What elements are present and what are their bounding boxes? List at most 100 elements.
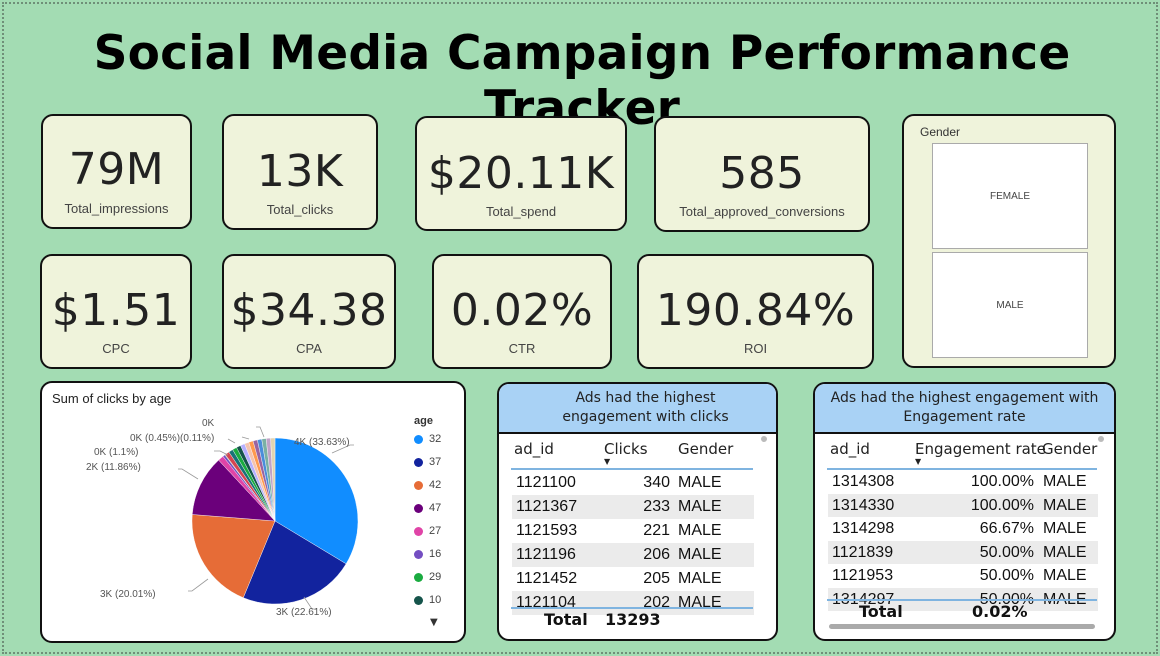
kpi-cpc[interactable]: $1.51 CPC <box>40 254 192 369</box>
cell-gender: MALE <box>678 594 722 611</box>
kpi-value: $1.51 <box>51 285 181 336</box>
sort-desc-icon[interactable]: ▼ <box>915 457 922 466</box>
cell-engagement-rate: 66.67% <box>979 520 1034 537</box>
cell-clicks: 221 <box>643 522 670 539</box>
slicer-option-male[interactable]: MALE <box>932 252 1088 358</box>
legend-swatch <box>414 434 423 444</box>
column-header-ad-id[interactable]: ad_id <box>830 440 870 458</box>
kpi-total-spend[interactable]: $20.11K Total_spend <box>415 116 627 231</box>
total-label: Total <box>544 610 588 629</box>
kpi-label: CPC <box>102 341 130 356</box>
leader-line <box>178 468 199 480</box>
slicer-option-female[interactable]: FEMALE <box>932 143 1088 249</box>
slice-label-27: 0K (1.1%) <box>94 447 138 458</box>
legend-item[interactable]: 27 <box>414 525 441 537</box>
cell-gender: MALE <box>1043 473 1087 490</box>
cell-clicks: 202 <box>643 594 670 611</box>
cell-ad-id: 1314308 <box>832 473 895 490</box>
column-header-clicks[interactable]: Clicks <box>604 440 648 458</box>
header-divider <box>511 468 753 470</box>
cell-gender: MALE <box>1043 567 1087 584</box>
legend-label: 16 <box>429 548 442 560</box>
legend-item[interactable]: 37 <box>414 456 441 468</box>
column-header-ad-id[interactable]: ad_id <box>514 440 554 458</box>
legend-swatch <box>414 503 423 513</box>
leader-line <box>241 436 250 440</box>
pie-chart[interactable]: 4K (33.63%) 3K (22.61%) 3K (20.01%) 2K (… <box>42 411 402 631</box>
legend-item[interactable]: 47 <box>414 502 441 514</box>
cell-ad-id: 1121839 <box>832 543 894 561</box>
leader-line <box>227 438 236 444</box>
sort-desc-icon[interactable]: ▼ <box>604 457 611 466</box>
cell-clicks: 206 <box>643 546 670 563</box>
cell-ad-id: 1314330 <box>832 496 895 514</box>
slice-label-other: 0K <box>202 418 215 429</box>
legend-item[interactable]: 42 <box>414 479 441 491</box>
total-label: Total <box>859 602 903 621</box>
kpi-label: CTR <box>508 341 536 356</box>
table-row[interactable]: 1314298 66.67% MALE <box>828 517 1098 541</box>
cell-gender: MALE <box>678 474 722 491</box>
cell-gender: MALE <box>678 546 722 563</box>
cell-ad-id: 1121196 <box>516 546 576 563</box>
column-header-gender[interactable]: Gender <box>678 440 734 458</box>
table-row[interactable]: 1121839 50.00% MALE <box>828 540 1098 564</box>
kpi-label: Total_approved_conversions <box>679 204 845 219</box>
table-row[interactable]: 1121953 50.00% MALE <box>828 564 1098 588</box>
kpi-total-impressions[interactable]: 79M Total_impressions <box>41 114 192 229</box>
legend-label: 42 <box>429 479 442 491</box>
pie-slice-42[interactable] <box>191 514 276 598</box>
total-divider <box>511 607 753 609</box>
table-row[interactable]: 1121452 205 MALE <box>512 567 754 591</box>
legend-label: 47 <box>429 502 442 514</box>
legend-item[interactable]: 16 <box>414 548 441 560</box>
cell-gender: MALE <box>678 498 722 515</box>
legend-swatch <box>414 549 423 559</box>
legend-item[interactable]: 32 <box>414 433 441 445</box>
slice-label-32: 4K (33.63%) <box>294 437 350 448</box>
pie-slice-47[interactable] <box>192 459 276 522</box>
table-row[interactable]: 1121196 206 MALE <box>512 543 754 567</box>
pie-slice-minor[interactable] <box>270 437 276 522</box>
leader-line <box>331 444 354 454</box>
cell-ad-id: 1121100 <box>516 474 576 491</box>
total-value: 13293 <box>605 610 661 629</box>
leader-line <box>303 596 317 610</box>
total-divider <box>827 599 1097 601</box>
pie-slice-32[interactable] <box>274 437 359 565</box>
legend-swatch <box>414 526 423 536</box>
table-row[interactable]: 1121593 221 MALE <box>512 519 754 543</box>
table-row[interactable]: 1314330 100.00% MALE <box>828 493 1098 517</box>
legend-item[interactable]: 29 <box>414 571 441 583</box>
kpi-label: CPA <box>296 341 322 356</box>
vertical-scrollbar[interactable] <box>1098 436 1104 442</box>
legend-label: 10 <box>429 594 442 606</box>
cell-ad-id: 1121367 <box>516 498 578 515</box>
slice-label-29: (0.11%) <box>180 433 214 444</box>
legend-item[interactable]: 10 <box>414 594 441 606</box>
table-row[interactable]: 1314308 100.00% MALE <box>828 470 1098 494</box>
legend-label: 37 <box>429 456 442 468</box>
table-title: Ads had the highest engagement with Enga… <box>815 384 1114 434</box>
vertical-scrollbar[interactable] <box>761 436 767 442</box>
table-row[interactable]: 1121367 233 MALE <box>512 495 754 519</box>
kpi-ctr[interactable]: 0.02% CTR <box>432 254 612 369</box>
kpi-total-approved-conversions[interactable]: 585 Total_approved_conversions <box>654 116 870 232</box>
column-header-gender[interactable]: Gender <box>1042 440 1098 458</box>
kpi-label: Total_impressions <box>64 201 169 216</box>
leader-line <box>188 578 209 592</box>
column-header-engagement-rate[interactable]: Engagement rate <box>915 440 1046 458</box>
pie-slice-37[interactable] <box>243 520 347 605</box>
horizontal-scrollbar[interactable] <box>829 624 1095 629</box>
pie-chart-card: Sum of clicks by age 4K (33.63%) 3K (22.… <box>40 381 466 643</box>
legend-swatch <box>414 457 423 467</box>
kpi-cpa[interactable]: $34.38 CPA <box>222 254 396 369</box>
gender-slicer: Gender FEMALE MALE <box>902 114 1116 368</box>
kpi-total-clicks[interactable]: 13K Total_clicks <box>222 114 378 230</box>
legend-scroll-down-icon[interactable]: ▼ <box>430 617 438 628</box>
cell-gender: MALE <box>1043 520 1087 537</box>
table-row[interactable]: 1121104 202 MALE <box>512 591 754 615</box>
table-row[interactable]: 1121100 340 MALE <box>512 471 754 495</box>
kpi-roi[interactable]: 190.84% ROI <box>637 254 874 369</box>
